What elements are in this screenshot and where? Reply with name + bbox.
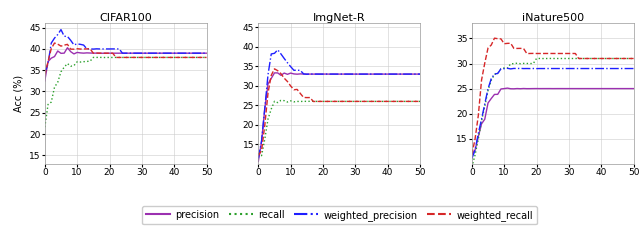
Title: iNature500: iNature500 [522, 13, 584, 23]
Title: ImgNet-R: ImgNet-R [313, 13, 365, 23]
Legend: precision, recall, weighted_precision, weighted_recall: precision, recall, weighted_precision, w… [141, 206, 537, 224]
Y-axis label: Acc (%): Acc (%) [13, 75, 24, 112]
Title: CIFAR100: CIFAR100 [99, 13, 152, 23]
